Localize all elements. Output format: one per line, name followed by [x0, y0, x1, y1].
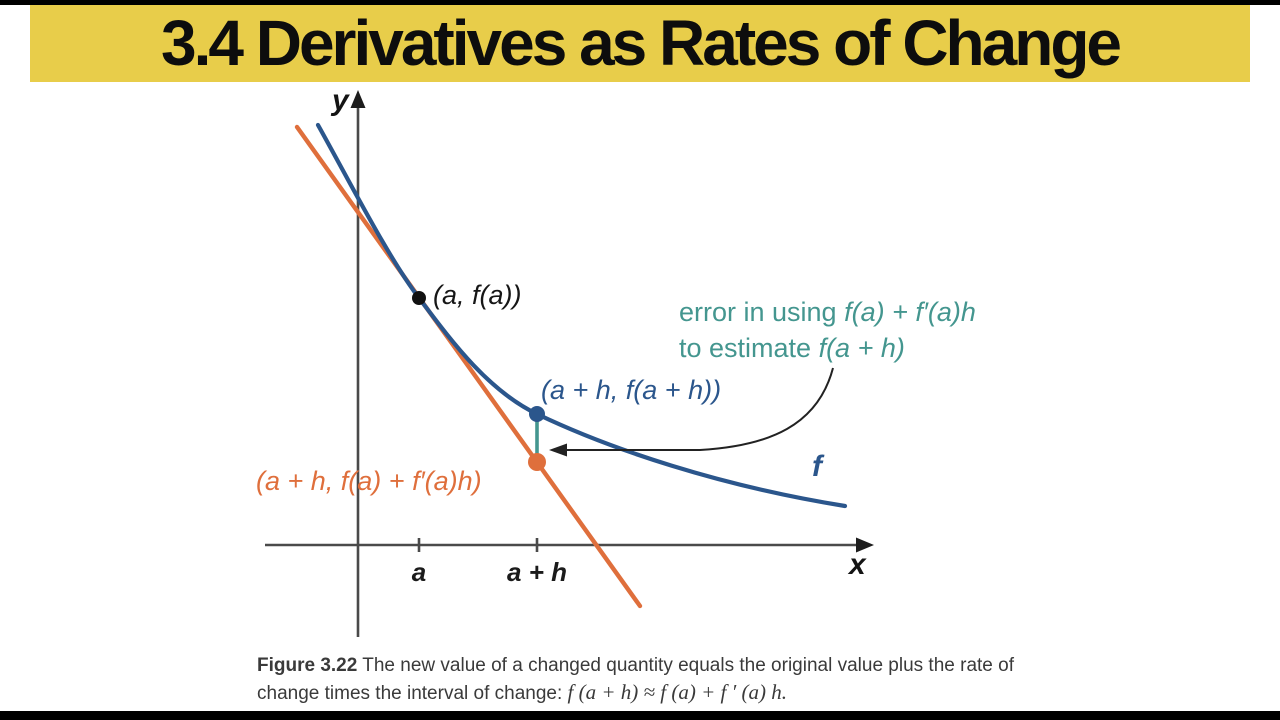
error-annotation: error in using f(a) + f′(a)h to estimate…	[679, 294, 976, 366]
caption-text: The new value of a changed quantity equa…	[257, 655, 1014, 704]
x-axis-arrowhead	[856, 537, 874, 553]
tick-label-a: a	[411, 557, 427, 587]
label-point-a: (a, f(a))	[433, 280, 522, 310]
pointer-arrow	[566, 367, 834, 451]
section-title: 3.4 Derivatives as Rates of Change	[160, 7, 1122, 79]
annotation-math-1: f(a) + f′(a)h	[844, 297, 976, 327]
tangent-line	[294, 124, 643, 609]
label-point-tangent: (a + h, f(a) + f′(a)h)	[256, 466, 482, 496]
y-axis-label: y	[332, 84, 349, 117]
figure-caption: Figure 3.22 The new value of a changed q…	[257, 652, 1077, 707]
point-a-plus-h-on-tangent	[528, 453, 546, 471]
caption-label: Figure 3.22	[257, 655, 358, 676]
caption-formula: f (a + h) ≈ f (a) + f ′ (a) h.	[567, 680, 787, 704]
annotation-math-2: f(a + h)	[818, 333, 905, 363]
x-axis-label: x	[849, 548, 866, 581]
y-axis-arrowhead	[350, 90, 366, 108]
annotation-text-1: error in using	[679, 297, 845, 327]
label-point-curve: (a + h, f(a + h))	[541, 375, 722, 405]
curve-label-f: f	[812, 450, 822, 483]
error-annotation-line1: error in using f(a) + f′(a)h	[679, 294, 976, 330]
point-a	[412, 291, 426, 305]
annotation-text-2: to estimate	[679, 333, 819, 363]
error-annotation-line2: to estimate f(a + h)	[679, 330, 976, 366]
top-black-bar	[0, 0, 1280, 5]
tick-label-a-plus-h: a + h	[507, 557, 567, 587]
function-curve	[315, 122, 848, 509]
pointer-arrowhead	[549, 443, 567, 457]
title-banner: 3.4 Derivatives as Rates of Change	[30, 5, 1250, 82]
bottom-black-bar	[0, 711, 1280, 720]
point-a-plus-h-on-curve	[529, 406, 545, 422]
